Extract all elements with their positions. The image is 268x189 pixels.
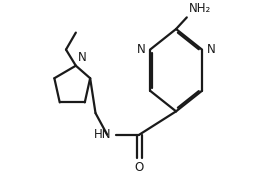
Text: N: N: [78, 51, 86, 64]
Text: N: N: [206, 43, 215, 56]
Text: N: N: [137, 43, 146, 56]
Text: O: O: [135, 161, 144, 174]
Text: NH₂: NH₂: [189, 2, 211, 15]
Text: HN: HN: [94, 128, 112, 141]
